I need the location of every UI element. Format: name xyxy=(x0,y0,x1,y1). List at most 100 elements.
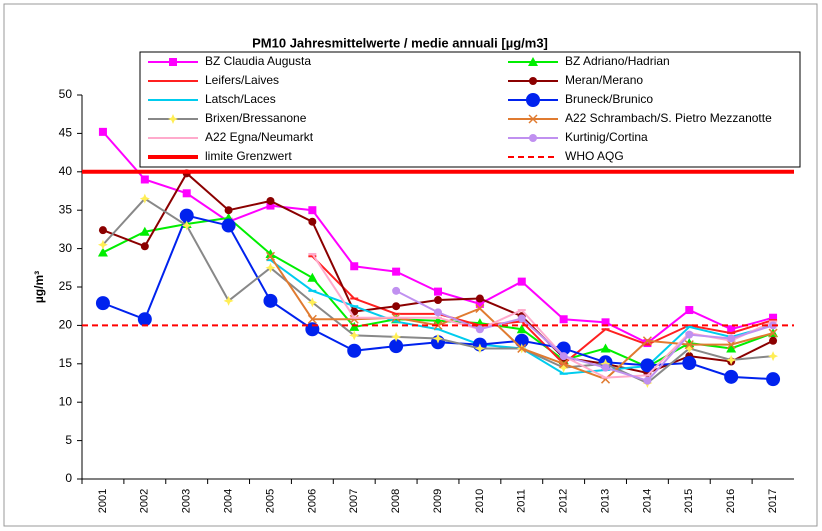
marker xyxy=(392,302,401,311)
y-tick-label: 40 xyxy=(59,164,73,178)
marker xyxy=(179,208,194,223)
y-axis-label: µg/m³ xyxy=(32,271,46,303)
x-tick-label: 2013 xyxy=(599,489,611,513)
marker xyxy=(224,206,233,215)
x-tick-label: 2010 xyxy=(474,489,486,513)
marker xyxy=(221,218,236,233)
y-tick-label: 25 xyxy=(59,279,73,293)
marker xyxy=(726,354,737,365)
marker xyxy=(727,334,736,343)
y-tick-label: 50 xyxy=(59,87,73,101)
marker xyxy=(768,328,778,338)
marker xyxy=(434,296,442,305)
marker xyxy=(766,372,781,387)
marker xyxy=(684,340,694,350)
marker xyxy=(726,343,737,353)
marker xyxy=(97,239,108,250)
marker xyxy=(308,217,317,226)
chart-title: PM10 Jahresmittelwerte / medie annuali [… xyxy=(252,35,548,50)
marker xyxy=(137,312,152,327)
marker xyxy=(474,343,485,354)
marker xyxy=(95,296,110,311)
marker xyxy=(266,196,275,205)
x-tick-label: 2005 xyxy=(264,489,276,513)
marker xyxy=(434,287,442,296)
y-tick-label: 35 xyxy=(59,202,73,216)
marker xyxy=(475,294,484,303)
x-tick-label: 2014 xyxy=(641,489,653,513)
x-tick-label: 2001 xyxy=(97,489,109,513)
y-tick-label: 20 xyxy=(59,318,73,332)
marker xyxy=(308,206,317,215)
legend-label: BZ Adriano/Hadrian xyxy=(565,54,670,68)
marker xyxy=(600,343,611,353)
y-tick-label: 0 xyxy=(65,471,72,485)
series-line xyxy=(311,255,774,366)
marker xyxy=(168,114,178,124)
marker xyxy=(307,297,318,308)
x-tick-label: 2011 xyxy=(516,489,528,513)
marker xyxy=(263,293,278,308)
legend-label: Latsch/Laces xyxy=(205,92,276,106)
marker xyxy=(475,299,484,308)
marker xyxy=(559,315,568,324)
y-tick-label: 10 xyxy=(59,394,73,408)
y-tick-label: 5 xyxy=(65,433,72,447)
legend-label: A22 Egna/Neumarkt xyxy=(205,130,314,144)
marker xyxy=(769,336,778,345)
marker xyxy=(682,356,697,371)
x-tick-label: 2015 xyxy=(683,489,695,513)
legend-label: Kurtinig/Cortina xyxy=(565,130,648,144)
x-tick-label: 2006 xyxy=(306,489,318,513)
x-tick-label: 2008 xyxy=(390,489,402,513)
legend-label: Meran/Merano xyxy=(565,73,643,87)
y-tick-label: 30 xyxy=(59,241,73,255)
marker xyxy=(140,175,149,184)
marker xyxy=(642,336,652,346)
marker xyxy=(475,325,484,334)
x-tick-label: 2004 xyxy=(222,489,234,513)
y-tick-label: 15 xyxy=(59,356,73,370)
marker xyxy=(601,318,610,327)
series-line xyxy=(395,289,774,382)
marker xyxy=(182,189,191,198)
legend-label: limite Grenzwert xyxy=(205,149,292,163)
marker xyxy=(517,277,526,286)
marker xyxy=(434,308,442,317)
marker xyxy=(528,114,538,124)
marker xyxy=(307,314,317,324)
marker xyxy=(265,262,276,273)
marker xyxy=(169,58,177,66)
marker xyxy=(684,343,695,354)
marker xyxy=(727,325,736,334)
marker xyxy=(139,193,150,204)
marker xyxy=(391,331,402,342)
marker xyxy=(389,339,404,354)
marker xyxy=(223,295,234,306)
x-tick-label: 2016 xyxy=(725,489,737,513)
marker xyxy=(768,351,779,362)
legend xyxy=(139,51,801,168)
marker xyxy=(139,226,150,236)
x-tick-label: 2012 xyxy=(558,489,570,513)
marker xyxy=(140,242,149,251)
marker xyxy=(392,286,401,295)
marker xyxy=(475,303,485,314)
marker xyxy=(349,321,360,331)
marker xyxy=(347,343,362,358)
x-tick-label: 2009 xyxy=(432,489,444,513)
marker xyxy=(643,339,652,348)
marker xyxy=(558,362,569,373)
marker xyxy=(98,226,107,235)
marker xyxy=(640,358,655,373)
legend-label: BZ Claudia Augusta xyxy=(205,54,311,68)
legend-label: WHO AQG xyxy=(565,149,624,163)
marker xyxy=(724,369,739,384)
marker xyxy=(392,267,401,276)
legend-label: Bruneck/Brunico xyxy=(565,92,653,106)
marker xyxy=(516,324,527,334)
marker xyxy=(517,314,526,323)
marker xyxy=(305,322,320,337)
x-tick-label: 2007 xyxy=(348,489,360,513)
marker xyxy=(526,93,540,107)
